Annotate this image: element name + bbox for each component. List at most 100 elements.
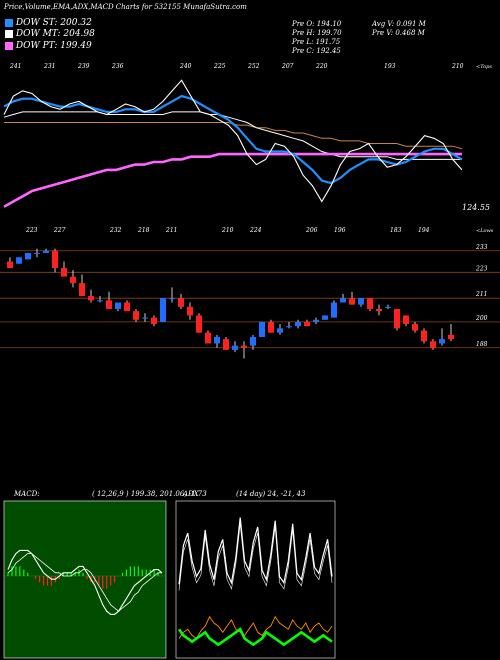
stat-high: Pre H: 199.70 bbox=[292, 29, 342, 37]
candle-body-8 bbox=[79, 283, 85, 297]
bottom-label-3: 232 bbox=[109, 227, 122, 234]
macd-label: MACD: bbox=[13, 490, 40, 498]
ema-series-price bbox=[3, 79, 463, 203]
adx-values: (14 day) 24, -21, 43 bbox=[236, 490, 306, 498]
price-tick-1: 223 bbox=[475, 265, 488, 272]
candle-body-6 bbox=[61, 268, 67, 277]
candle-body-37 bbox=[340, 298, 346, 303]
legend-swatch-mt bbox=[5, 29, 13, 38]
candle-body-27 bbox=[250, 336, 256, 346]
candle-body-49 bbox=[448, 334, 454, 340]
adx-label: ADX bbox=[182, 490, 200, 498]
candle-body-46 bbox=[421, 330, 427, 342]
last-value-label: 124.55 bbox=[462, 203, 490, 212]
top-label-8: 207 bbox=[281, 63, 294, 70]
candle-body-7 bbox=[70, 276, 76, 284]
right-bottom-label: <Lows bbox=[476, 228, 494, 234]
candle-body-17 bbox=[160, 298, 166, 322]
price-tick-3: 200 bbox=[475, 315, 488, 322]
adx-series-di-plus-shadow bbox=[178, 523, 333, 591]
candle-body-44 bbox=[403, 315, 409, 325]
legend-label-pt: DOW PT: 199.49 bbox=[15, 41, 92, 51]
candle-body-14 bbox=[133, 311, 139, 320]
candle-body-43 bbox=[394, 308, 400, 329]
candle-body-19 bbox=[178, 298, 184, 307]
candle-body-13 bbox=[124, 302, 130, 312]
ema-series-ema-mid bbox=[3, 111, 462, 160]
candle-body-18 bbox=[169, 298, 175, 300]
top-label-6: 225 bbox=[213, 63, 226, 70]
candle-body-4 bbox=[43, 250, 49, 253]
candle-body-11 bbox=[106, 300, 112, 309]
adx-series-di-minus bbox=[178, 615, 333, 640]
candle-body-39 bbox=[358, 298, 364, 305]
adx-frame bbox=[175, 500, 336, 659]
candle-body-12 bbox=[115, 302, 121, 309]
top-label-1: 231 bbox=[43, 63, 55, 70]
bottom-label-5: 211 bbox=[165, 227, 177, 234]
candle-body-10 bbox=[97, 300, 103, 302]
bottom-label-0: 223 bbox=[25, 227, 38, 234]
bottom-label-13: 183 bbox=[390, 227, 402, 234]
top-label-11: 193 bbox=[384, 63, 396, 70]
candle-body-31 bbox=[286, 326, 292, 328]
price-tick-0: 233 bbox=[475, 244, 488, 251]
stat-pre-volume: Pre V: 0.468 M bbox=[372, 29, 425, 37]
chart-title: Price,Volume,EMA,ADX,MACD Charts for 532… bbox=[4, 3, 247, 11]
stat-close: Pre C: 192.45 bbox=[292, 47, 341, 55]
stat-avg-volume: Avg V: 0.091 M bbox=[372, 20, 426, 28]
top-label-13: 210 bbox=[451, 63, 464, 70]
stat-low: Pre L: 191.75 bbox=[292, 38, 341, 46]
ema-series-ema-xlong bbox=[3, 152, 462, 208]
candle-body-15 bbox=[142, 317, 148, 319]
candle-body-20 bbox=[187, 306, 193, 316]
top-label-3: 236 bbox=[111, 63, 124, 70]
top-label-2: 239 bbox=[77, 63, 90, 70]
legend-swatch-pt bbox=[5, 41, 13, 50]
candle-body-24 bbox=[223, 339, 229, 350]
candle-body-47 bbox=[430, 341, 436, 348]
candle-body-33 bbox=[304, 321, 310, 327]
candle-body-36 bbox=[331, 302, 337, 318]
candle-body-23 bbox=[214, 336, 220, 344]
top-label-5: 240 bbox=[179, 63, 192, 70]
bottom-label-11: 196 bbox=[334, 227, 346, 234]
top-label-7: 252 bbox=[247, 63, 260, 70]
candle-body-28 bbox=[259, 321, 265, 337]
candle-body-16 bbox=[151, 317, 157, 325]
candle-body-25 bbox=[232, 345, 238, 350]
bottom-label-4: 218 bbox=[137, 227, 150, 234]
bottom-label-7: 210 bbox=[221, 227, 234, 234]
macd-frame bbox=[3, 500, 167, 659]
candle-body-26 bbox=[241, 345, 247, 348]
top-label-0: 241 bbox=[9, 63, 21, 70]
bottom-label-8: 224 bbox=[249, 227, 262, 234]
bottom-label-1: 227 bbox=[53, 227, 66, 234]
legend-dow-st: DOW ST: 200.32 bbox=[5, 18, 92, 28]
candle-body-42 bbox=[385, 306, 391, 308]
candle-body-5 bbox=[52, 250, 58, 269]
candle-body-32 bbox=[295, 321, 301, 327]
candle-body-40 bbox=[367, 298, 373, 309]
candle-body-48 bbox=[439, 339, 445, 344]
legend-label-st: DOW ST: 200.32 bbox=[15, 18, 92, 28]
top-label-9: 220 bbox=[315, 63, 328, 70]
legend-dow-pt: DOW PT: 199.49 bbox=[5, 41, 92, 51]
candle-body-30 bbox=[277, 328, 283, 333]
candle-body-35 bbox=[322, 315, 328, 320]
price-tick-2: 211 bbox=[475, 291, 487, 298]
candle-body-1 bbox=[16, 257, 22, 264]
candle-body-0 bbox=[7, 261, 13, 269]
ema-series-ema-short bbox=[3, 94, 463, 185]
candle-body-29 bbox=[268, 321, 274, 333]
candle-body-34 bbox=[313, 319, 319, 322]
macd-values: ( 12,26,9 ) 199.38, 201.06, -1.73 bbox=[92, 490, 207, 498]
stat-open: Pre O: 194.10 bbox=[292, 20, 342, 28]
adx-series-adx bbox=[177, 627, 333, 647]
macd-series-macd bbox=[7, 549, 163, 615]
legend-label-mt: DOW MT: 204.98 bbox=[15, 29, 95, 39]
candle-body-45 bbox=[412, 324, 418, 331]
bottom-label-14: 194 bbox=[418, 227, 430, 234]
